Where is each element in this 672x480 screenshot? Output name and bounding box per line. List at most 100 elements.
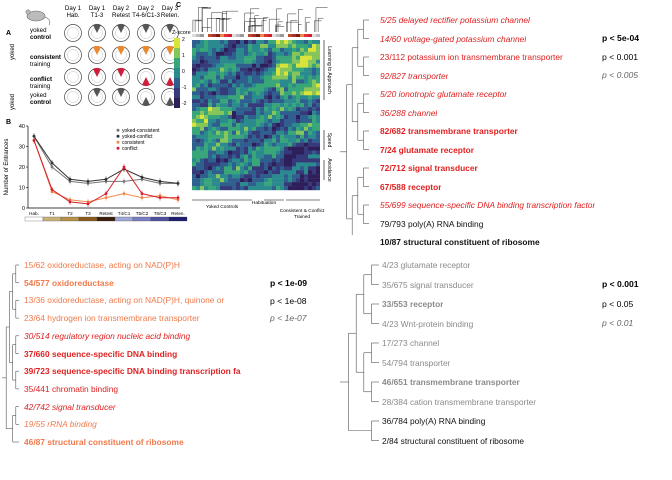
data-point [68,200,72,204]
go-term-label: 5/20 ionotropic glutamate receptor [380,89,508,99]
panel-c-letter: C [176,2,182,9]
go-dendrogram-top-right [340,19,369,235]
column-annotation [248,34,252,37]
column-annotation [204,34,208,37]
data-point [104,177,108,181]
data-point [140,192,144,196]
go-term-label: 14/60 voltage-gated potassium channel [380,33,527,44]
go-term-label: 13/36 oxidoreductase, acting on NAD(P)H,… [24,295,225,306]
arena-icon [112,68,130,86]
cluster-side-label: Speed [326,133,332,148]
column-annotation [288,34,292,37]
go-term-label: 4/23 Wnt-protein binding [382,318,474,329]
go-term-label: 23/64 hydrogen ion transmembrane transpo… [24,313,200,324]
row-label: control [30,99,51,106]
column-annotation [276,34,280,37]
group-label: Yoked Controls [206,204,239,210]
data-point [86,179,90,183]
arena-icon [64,46,82,64]
go-term-label: 33/553 receptor [382,299,444,309]
data-point [104,196,108,200]
day-subheader: Retest [112,12,130,19]
arena-icon [64,68,82,86]
y-tick-label: 20 [19,165,25,171]
zscore-tick: 0 [182,69,185,75]
x-tick-label: Reten. [171,211,185,216]
go-term-label: 30/514 regulatory region nucleic acid bi… [24,330,191,341]
legend-label: consistent [122,140,145,146]
column-annotation [272,34,276,37]
side-label: yoked [10,93,16,110]
data-point [122,192,126,196]
column-annotation [296,34,300,37]
go-term-label: 7/24 glutamate receptor [380,144,475,155]
pvalue-legend-item: p < 1e-09 [270,278,308,288]
go-term-label: 17/273 channel [382,338,440,348]
legend-marker [116,128,120,132]
arena-icon [112,88,130,106]
data-point [50,188,54,191]
cluster-side-label: Avoidance [326,158,332,181]
panel-b-letter: B [6,119,12,126]
data-point [50,161,54,165]
x-tick-label: T3 [85,211,91,216]
go-term-label: 28/384 cation transmembrane transporter [382,396,537,407]
legend-marker [116,140,120,144]
arena-icon [64,24,82,42]
go-dendrogram-bottom-left [2,264,19,443]
pvalue-legend-item: p < 0.05 [602,298,634,309]
phase-color-block [42,216,62,222]
row-sublabel: training [30,61,51,68]
pvalue-legend-item: p < 0.001 [602,279,639,289]
column-annotation [268,34,272,37]
zscore-tick: 2 [182,37,185,43]
row-group-label: yoked [30,92,47,99]
legend-marker [116,146,120,150]
go-term-label: 35/441 chromatin binding [24,383,119,394]
legend-label: yoked-consistent [122,128,160,134]
data-point [32,138,36,142]
legend-label: conflict [122,146,138,152]
day-header: Day 3 [161,5,179,12]
zscore-tick: 1 [182,53,185,59]
go-term-label: 55/699 sequence-specific DNA binding tra… [380,200,596,210]
data-point [50,165,54,169]
panel-a-letter: A [6,30,12,37]
go-term-label: 46/651 transmembrane transporter [382,377,520,387]
row-label: control [30,34,51,41]
x-tick-label: T4/C1 [118,211,131,216]
column-annotation [228,34,232,37]
go-term-label: 82/682 transmembrane transporter [380,126,518,136]
day-header: Day 2 [112,5,130,12]
phase-color-block [132,216,152,222]
go-term-label: 37/660 sequence-specific DNA binding [24,348,178,359]
data-point [176,182,180,185]
go-dendrogram-bottom-right [340,264,379,441]
column-annotation [200,34,204,37]
mouse-icon-group [25,9,179,106]
zscore-tick: -2 [182,101,187,107]
zscore-tick: -1 [182,85,187,91]
y-axis-label: Number of Entrances [4,139,10,196]
data-point [86,202,90,206]
arena-icon [137,88,155,106]
go-term-label: 36/784 poly(A) RNA binding [382,416,486,426]
pvalue-legend-item: p < 5e-04 [602,33,640,43]
legend-label: yoked-conflict [122,134,153,140]
data-point [176,196,180,200]
column-dendrogram [192,7,328,32]
go-term-label: 23/112 potassium ion transmembrane trans… [380,52,563,62]
go-term-label: 42/742 signal transducer [24,401,116,412]
group-label: Consistent & Conflict [280,208,325,214]
go-term-label: 5/25 delayed rectifier potassium channel [380,15,530,25]
row-group-label: yoked [30,27,47,34]
arena-icon [88,45,106,64]
column-annotation [192,34,196,37]
day-subheader: Hab. [66,12,80,19]
x-tick-label: Hab. [29,211,39,216]
x-tick-label: T1 [49,211,55,216]
arena-icon [64,88,82,106]
arena-icon [112,45,130,64]
phase-color-block [60,216,80,222]
arena-icon [137,68,155,86]
